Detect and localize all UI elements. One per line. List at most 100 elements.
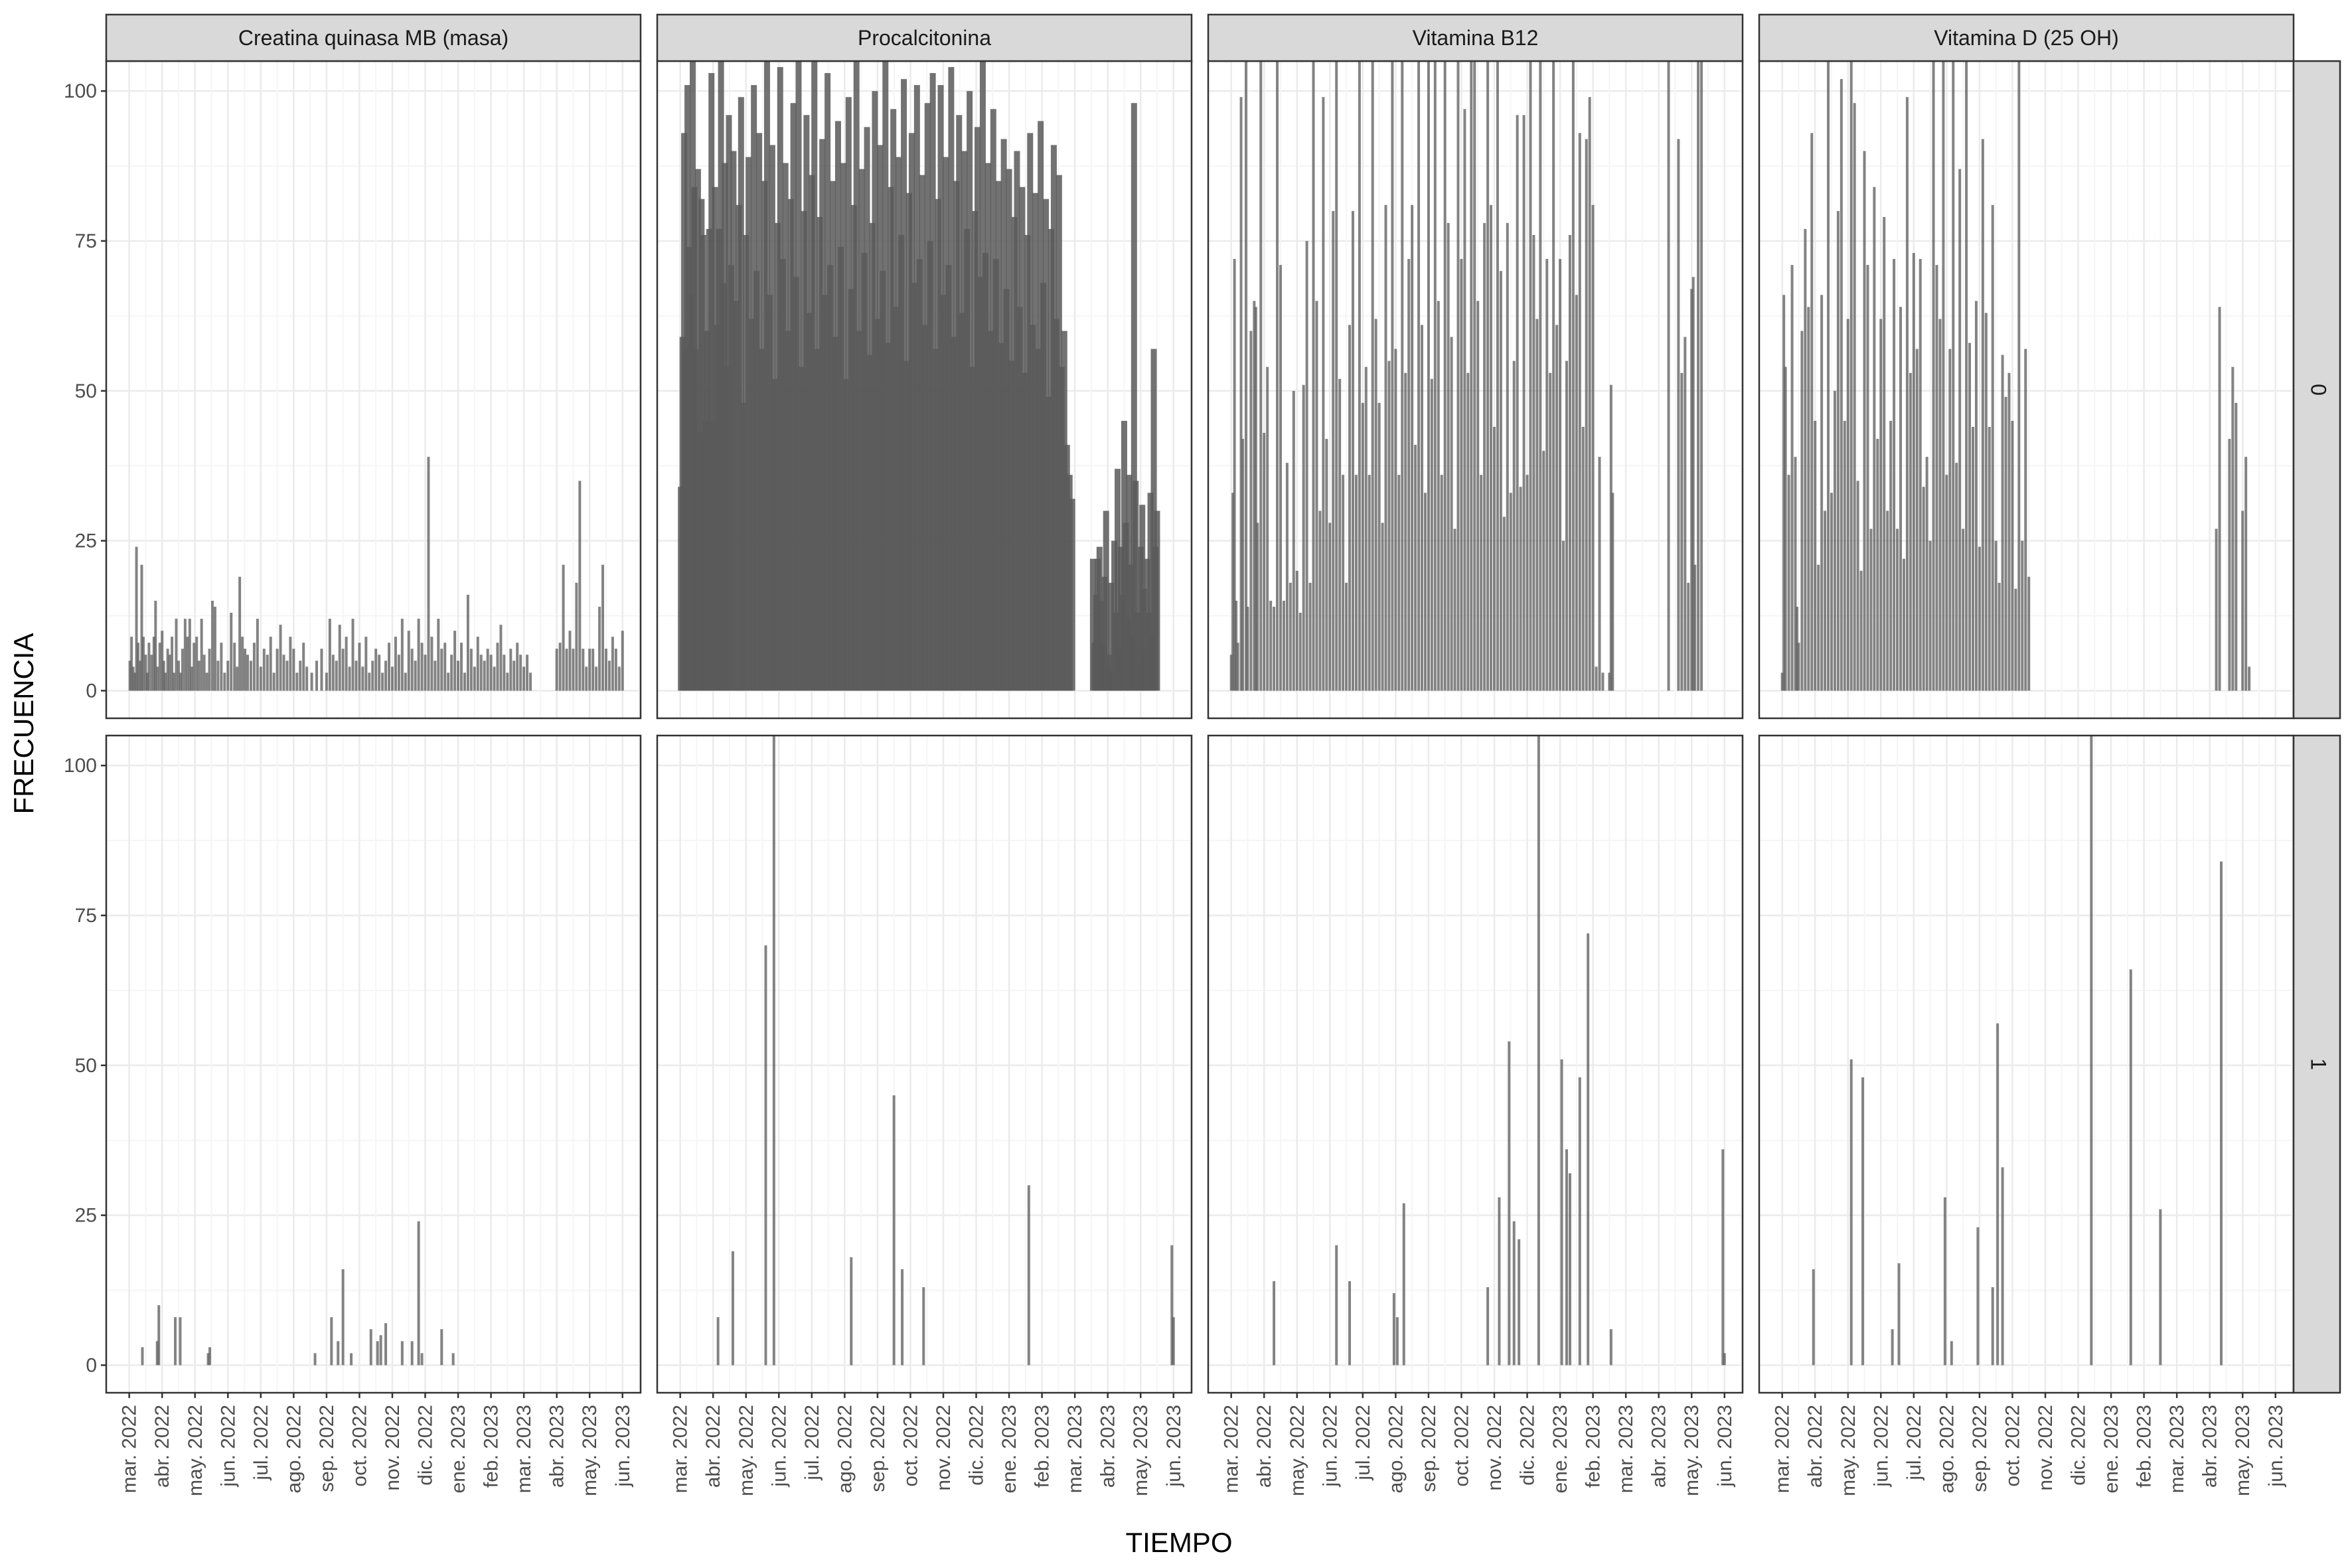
x-tick-label: abr. 2023 xyxy=(546,1405,568,1488)
bar xyxy=(732,1251,734,1366)
bar xyxy=(1555,325,1558,690)
bar xyxy=(1610,1329,1612,1365)
x-tick-label: mar. 2023 xyxy=(1064,1405,1086,1493)
bar xyxy=(1996,1024,1999,1366)
bar xyxy=(1611,493,1614,690)
y-tick-label: 100 xyxy=(64,755,97,777)
bar xyxy=(1998,583,2001,691)
x-tick-label: oct. 2022 xyxy=(1450,1405,1472,1486)
bar xyxy=(1866,265,1869,690)
bar xyxy=(230,613,232,690)
bar xyxy=(477,637,479,690)
bar xyxy=(1476,301,1479,690)
bar xyxy=(556,649,558,690)
bar xyxy=(1368,475,1371,690)
x-tick-label: feb. 2023 xyxy=(1032,1405,1054,1488)
x-tick-label: jun. 2023 xyxy=(2265,1405,2287,1487)
y-tick-label: 25 xyxy=(75,1205,97,1227)
x-tick-label: may. 2023 xyxy=(2232,1405,2254,1496)
bar xyxy=(314,1353,317,1365)
bar xyxy=(1797,643,1800,690)
bar xyxy=(1237,643,1239,690)
bar xyxy=(198,661,200,690)
bar xyxy=(411,649,414,690)
y-tick-label: 0 xyxy=(86,680,97,702)
x-tick-label: dic. 2022 xyxy=(2068,1405,2090,1486)
bar xyxy=(566,649,568,690)
bar xyxy=(1490,205,1492,691)
panel-bars xyxy=(1230,61,1703,690)
bar xyxy=(559,643,562,690)
bar xyxy=(1279,265,1282,690)
bar xyxy=(335,661,338,690)
bar xyxy=(717,1317,720,1365)
bar xyxy=(418,619,420,690)
bar xyxy=(1289,583,1292,691)
x-tick-label: ago. 2022 xyxy=(1385,1405,1407,1493)
bar xyxy=(1965,61,1968,690)
bar xyxy=(1824,510,1826,690)
bar xyxy=(1976,1227,1979,1366)
bar xyxy=(764,945,767,1365)
bar xyxy=(250,661,252,690)
bar xyxy=(601,565,604,691)
bar xyxy=(1791,265,1794,690)
bar xyxy=(605,649,607,690)
bar xyxy=(305,666,308,690)
bar xyxy=(480,655,483,690)
bar xyxy=(1860,571,1863,691)
bar xyxy=(1721,1149,1724,1365)
bar xyxy=(1599,457,1601,690)
bar xyxy=(238,577,241,691)
bar xyxy=(2219,307,2221,690)
bar xyxy=(1539,61,1541,690)
bar xyxy=(233,643,236,690)
x-tick-label: may. 2023 xyxy=(1681,1405,1703,1496)
bar xyxy=(1414,445,1417,690)
bar xyxy=(1850,1059,1853,1366)
bar xyxy=(575,583,578,691)
bar xyxy=(302,643,305,690)
bar xyxy=(345,637,348,690)
bar xyxy=(1456,61,1459,690)
bar xyxy=(2130,969,2132,1365)
x-tick-label: oct. 2022 xyxy=(900,1405,921,1486)
bar xyxy=(1332,211,1334,691)
bar xyxy=(922,1287,925,1365)
bar xyxy=(337,1341,339,1365)
bar xyxy=(398,655,400,690)
y-tick-label: 25 xyxy=(75,530,97,552)
bar xyxy=(615,649,617,690)
bar xyxy=(368,672,370,690)
bar xyxy=(1827,61,1830,690)
bar xyxy=(1684,337,1686,691)
bar xyxy=(1814,421,1816,690)
bar xyxy=(289,637,291,690)
panel-bars xyxy=(1273,736,1726,1365)
bar xyxy=(1393,1293,1395,1365)
bar xyxy=(1869,529,1872,691)
bar xyxy=(1601,672,1604,690)
x-tick-label: mar. 2022 xyxy=(119,1405,141,1493)
bar xyxy=(1535,319,1538,690)
x-tick-label: feb. 2023 xyxy=(481,1405,503,1488)
x-tick-label: jun. 2022 xyxy=(768,1405,790,1487)
x-tick-label: jun. 2023 xyxy=(1163,1405,1185,1487)
bar xyxy=(156,666,159,690)
x-tick-label: mar. 2023 xyxy=(1615,1405,1637,1493)
bar xyxy=(1932,61,1935,690)
x-tick-label: jun. 2023 xyxy=(612,1405,634,1487)
bar xyxy=(1385,205,1387,691)
bar xyxy=(1942,61,1944,690)
bar xyxy=(1273,607,1275,690)
bar xyxy=(1365,367,1368,691)
bar xyxy=(1906,97,1909,690)
x-tick-label: may. 2022 xyxy=(736,1405,757,1496)
bar xyxy=(191,666,193,690)
bar xyxy=(1873,187,1875,691)
panel-bars xyxy=(141,1221,454,1366)
bar xyxy=(582,649,584,690)
facet-row-strip-label: 0 xyxy=(2307,384,2331,396)
bar xyxy=(1345,583,1348,691)
bar xyxy=(380,1335,382,1365)
